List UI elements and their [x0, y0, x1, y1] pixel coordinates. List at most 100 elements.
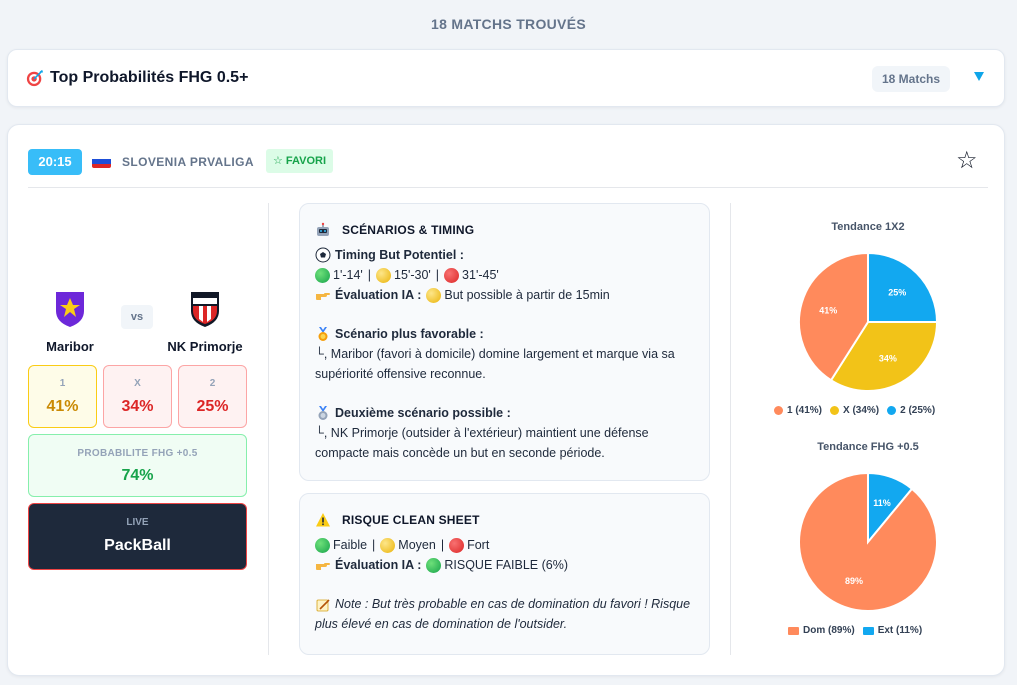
memo-icon — [316, 599, 330, 612]
second-heading: Deuxième scénario possible : — [335, 406, 511, 420]
risk-ia-text: RISQUE FAIBLE (6%) — [444, 558, 569, 572]
risk-level-low: Faible — [333, 538, 368, 552]
separator: | — [440, 538, 445, 552]
timing-heading-row: Timing But Potentiel : — [315, 245, 694, 265]
fhg-probability-label: PROBABILITE FHG +0.5 — [77, 448, 198, 459]
pie-label-x: 34% — [879, 353, 897, 363]
scenarios-title-row: SCÉNARIOS & TIMING — [315, 220, 694, 240]
fhg-probability-box: PROBABILITE FHG +0.5 74% — [28, 434, 247, 497]
green-dot-icon — [426, 557, 442, 573]
match-card: 20:15 SLOVENIA PRVALIGA ☆ FAVORI ☆ Marib… — [7, 124, 1005, 676]
chart-1x2-legend: 1 (41%) X (34%) 2 (25%) — [774, 405, 935, 416]
odd-away-box[interactable]: 2 25% — [178, 365, 247, 428]
legend-item-dom: Dom (89%) — [788, 625, 855, 636]
separator: | — [372, 538, 376, 552]
section-title: Top Probabilités FHG 0.5+ — [50, 69, 249, 86]
pointing-hand-icon — [316, 293, 330, 300]
clean-sheet-risk-panel: RISQUE CLEAN SHEET Faible | Moyen | Fort… — [299, 493, 710, 655]
legend-swatch — [887, 406, 897, 415]
timing-ia-label: Évaluation IA : — [335, 288, 422, 302]
scenarios-title: SCÉNARIOS & TIMING — [342, 223, 475, 237]
legend-swatch — [862, 626, 874, 635]
pie-label-1: 41% — [819, 305, 837, 315]
fhg-probability-value: 74% — [121, 467, 154, 484]
silver-medal-icon — [318, 406, 328, 420]
top-probabilities-header[interactable]: Top Probabilités FHG 0.5+ 18 Matchs — [7, 49, 1005, 107]
odd-home-box[interactable]: 1 41% — [28, 365, 97, 428]
legend-label-1: 1 (41%) — [787, 405, 823, 416]
risk-levels-row: Faible | Moyen | Fort — [315, 535, 694, 555]
kickoff-time: 20:15 — [28, 149, 82, 175]
odd-home-value: 41% — [46, 398, 79, 415]
second-text: └, NK Primorje (outsider à l'extérieur) … — [315, 426, 649, 460]
yellow-dot-icon — [380, 537, 396, 553]
favorite-star-button[interactable]: ☆ — [956, 147, 978, 174]
yellow-dot-icon — [426, 287, 442, 303]
home-team: Maribor — [30, 289, 110, 354]
chart-1x2-title: Tendance 1X2 — [831, 221, 905, 233]
pie-label-dom: 89% — [845, 576, 863, 586]
away-team-name: NK Primorje — [167, 339, 243, 354]
pie-slice-dom — [798, 471, 938, 612]
column-divider-left — [268, 203, 269, 655]
risk-title-row: RISQUE CLEAN SHEET — [315, 510, 694, 530]
timing-ranges-row: 1'-14' | 15'-30' | 31'-45' — [315, 265, 694, 285]
odd-draw-box[interactable]: X 34% — [103, 365, 172, 428]
live-provider-name: PackBall — [104, 537, 171, 554]
legend-item-x: X (34%) — [830, 405, 879, 416]
yellow-dot-icon — [376, 267, 392, 283]
odd-draw-label: X — [134, 378, 141, 389]
risk-note-row: Note : But très probable en cas de domin… — [315, 594, 694, 634]
soccer-ball-icon — [315, 247, 331, 263]
scenarios-panel: SCÉNARIOS & TIMING Timing But Potentiel … — [299, 203, 710, 481]
maribor-logo-icon — [56, 292, 84, 327]
legend-swatch — [788, 626, 799, 635]
pointing-hand-icon — [316, 563, 330, 570]
risk-level-high: Fort — [467, 538, 490, 552]
matches-count-badge: 18 Matchs — [872, 66, 951, 92]
separator: | — [367, 268, 372, 282]
legend-label-dom: Dom (89%) — [803, 625, 855, 636]
column-divider-right — [730, 203, 731, 655]
slovenia-flag-icon — [92, 155, 111, 168]
risk-note: Note : But très probable en cas de domin… — [315, 597, 691, 631]
green-dot-icon — [315, 537, 330, 553]
legend-swatch — [774, 406, 783, 415]
legend-swatch — [830, 406, 840, 415]
timing-range-1: 1'-14' — [333, 268, 363, 282]
chart-fhg-legend: Dom (89%) Ext (11%) — [788, 625, 922, 636]
odd-draw-value: 34% — [121, 398, 154, 415]
risk-level-medium: Moyen — [398, 538, 436, 552]
timing-range-3: 31'-45' — [462, 268, 499, 282]
pie-slice-2 — [867, 251, 939, 323]
away-team: NK Primorje — [160, 289, 250, 354]
collapse-toggle-icon[interactable] — [974, 72, 984, 81]
legend-label-2: 2 (25%) — [900, 405, 936, 416]
risk-ia-row: Évaluation IA : RISQUE FAIBLE (6%) — [315, 555, 694, 575]
live-label: LIVE — [126, 517, 149, 528]
match-header: 20:15 SLOVENIA PRVALIGA ☆ FAVORI ☆ — [28, 147, 988, 175]
pie-slice-1 — [798, 251, 869, 382]
favori-badge[interactable]: ☆ FAVORI — [266, 149, 334, 173]
risk-title: RISQUE CLEAN SHEET — [342, 513, 480, 527]
home-team-name: Maribor — [46, 339, 94, 354]
timing-ia-row: Évaluation IA : But possible à partir de… — [315, 285, 694, 305]
legend-label-x: X (34%) — [843, 405, 880, 416]
timing-ia-text: But possible à partir de 15min — [444, 288, 610, 302]
live-packball-button[interactable]: LIVE PackBall — [28, 503, 247, 570]
favorable-heading: Scénario plus favorable : — [335, 327, 484, 341]
odd-home-label: 1 — [59, 378, 66, 389]
red-dot-icon — [449, 537, 465, 553]
odd-away-label: 2 — [209, 378, 216, 389]
warning-icon — [316, 513, 330, 527]
separator: | — [435, 268, 440, 282]
green-dot-icon — [315, 267, 330, 283]
legend-label-ext: Ext (11%) — [877, 625, 923, 636]
primorje-logo-icon — [191, 292, 219, 327]
second-heading-row: Deuxième scénario possible : — [315, 403, 694, 423]
results-count: 18 MATCHS TROUVÉS — [431, 16, 586, 32]
vs-badge: vs — [121, 305, 153, 329]
pie-chart-1x2: 25% 34% 41% — [798, 251, 939, 392]
favorable-text: └, Maribor (favori à domicile) domine la… — [315, 347, 675, 381]
timing-range-2: 15'-30' — [394, 268, 431, 282]
